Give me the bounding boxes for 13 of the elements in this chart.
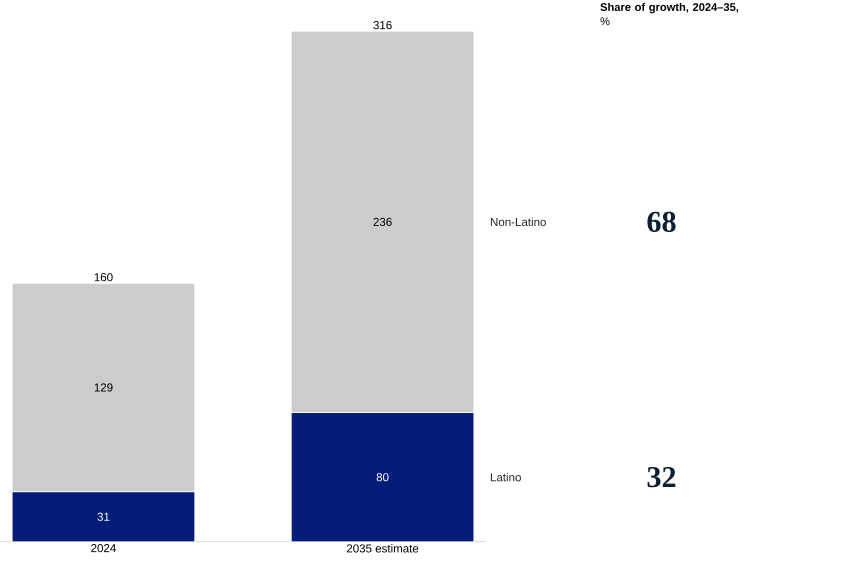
text: 68 xyxy=(647,211,676,232)
text: Share of growth, 2024–35, % xyxy=(600,2,738,25)
x-tick-label: 2024 xyxy=(91,544,116,552)
x-tick-label: 2035 estimate xyxy=(346,544,418,552)
data-label: 129 xyxy=(94,383,113,392)
data-label: 236 xyxy=(374,218,392,226)
total-label: 316 xyxy=(373,20,392,30)
total-label: 160 xyxy=(94,272,113,282)
data-label: 80 xyxy=(376,472,389,482)
series-label: Non-Latino xyxy=(490,217,546,226)
series-label: Latino xyxy=(490,472,521,482)
data-label: 31 xyxy=(97,512,110,521)
text: 32 xyxy=(648,466,676,488)
